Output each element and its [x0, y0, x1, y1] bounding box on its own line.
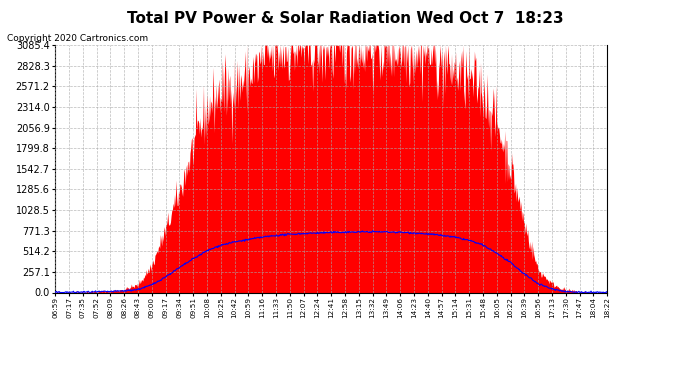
Text: Copyright 2020 Cartronics.com: Copyright 2020 Cartronics.com	[7, 34, 148, 43]
Text: Total PV Power & Solar Radiation Wed Oct 7  18:23: Total PV Power & Solar Radiation Wed Oct…	[127, 11, 563, 26]
